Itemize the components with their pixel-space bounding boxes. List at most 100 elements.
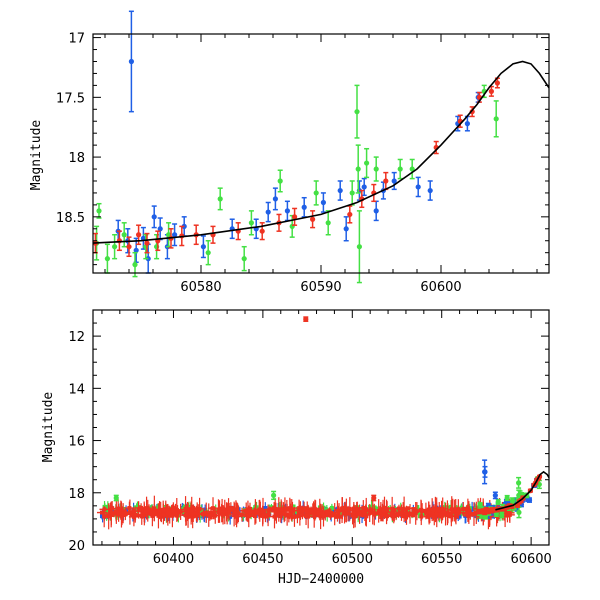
bottom-point-marker — [266, 510, 271, 515]
bottom-point-red — [426, 502, 431, 523]
bottom-point-marker — [362, 511, 367, 516]
bottom-point-green — [329, 503, 334, 512]
bottom-outlier-red — [303, 316, 309, 322]
bottom-point-marker — [108, 508, 113, 513]
top-point-green — [104, 243, 110, 274]
y-tick-label: 17.5 — [56, 91, 85, 106]
bottom-point-marker — [449, 511, 454, 516]
bottom-point-red — [150, 511, 161, 517]
bottom-point-marker — [119, 513, 124, 518]
bottom-point-marker — [337, 514, 342, 519]
bottom-point-red — [378, 499, 389, 522]
bottom-point-red — [204, 502, 209, 523]
bottom-point-marker — [369, 504, 374, 509]
bottom-point-red — [158, 501, 163, 522]
bottom-point-marker — [396, 511, 401, 516]
bottom-outlier-blue-marker — [492, 492, 498, 498]
bottom-point-marker — [102, 507, 107, 512]
top-point-blue-marker — [301, 204, 307, 210]
bottom-point-marker — [507, 510, 512, 515]
bottom-point-marker — [156, 513, 161, 518]
bottom-point-marker — [312, 508, 317, 513]
top-point-blue — [253, 218, 259, 240]
bottom-point-marker — [378, 510, 383, 515]
bottom-point-marker — [344, 508, 349, 513]
top-point-green-marker — [104, 256, 110, 262]
bottom-outlier-red — [371, 494, 377, 502]
bottom-point-marker — [114, 509, 119, 514]
top-point-blue-marker — [464, 121, 470, 127]
bottom-point-marker — [402, 507, 407, 512]
x-tick-label: 60590 — [300, 280, 341, 295]
bottom-point-red — [130, 506, 141, 523]
bottom-point-marker — [118, 508, 123, 513]
bottom-point-marker — [216, 509, 221, 514]
bottom-point-red — [454, 509, 459, 521]
bottom-point-red — [465, 498, 470, 522]
bottom-point-marker — [464, 511, 469, 516]
bottom-point-red — [423, 514, 434, 520]
x-tick-label: 60600 — [510, 552, 551, 567]
top-point-green — [355, 144, 361, 194]
bottom-point-marker — [306, 514, 311, 519]
bottom-point-marker — [264, 512, 269, 517]
top-point-green-marker — [132, 262, 138, 268]
bottom-outlier-red-marker — [371, 495, 377, 501]
top-point-green-marker — [241, 256, 247, 262]
top-point-red — [310, 210, 316, 229]
bottom-point-marker — [399, 510, 404, 515]
bottom-point-marker — [457, 510, 462, 515]
bottom-point-marker — [450, 508, 455, 513]
bottom-point-marker — [201, 511, 206, 516]
bottom-point-red — [221, 506, 226, 511]
top-point-green — [325, 210, 331, 236]
bottom-outlier-blue — [482, 459, 488, 485]
top-point-red-marker — [292, 214, 298, 220]
bottom-rise-point-green-marker — [504, 495, 510, 501]
bottom-point-marker — [298, 508, 303, 513]
bottom-point-marker — [173, 511, 178, 516]
bottom-point-marker — [246, 514, 251, 519]
bottom-point-marker — [240, 512, 245, 517]
top-point-green-marker — [112, 244, 118, 250]
bottom-point-marker — [347, 506, 352, 511]
bottom-point-red — [437, 497, 448, 520]
bottom-point-marker — [316, 510, 321, 515]
top-point-blue — [373, 200, 379, 222]
bottom-point-red — [233, 500, 238, 526]
top-point-green — [364, 147, 370, 179]
bottom-point-red — [389, 510, 394, 518]
bottom-point-marker — [304, 509, 309, 514]
bottom-point-red — [372, 503, 377, 526]
bottom-point-marker — [396, 506, 401, 511]
bottom-point-marker — [121, 511, 126, 516]
bottom-outlier-blue-marker — [482, 469, 488, 475]
bottom-point-marker — [127, 506, 132, 511]
top-point-green-marker — [217, 196, 223, 202]
bottom-point-marker — [465, 508, 470, 513]
bottom-rise-point-green — [495, 498, 501, 506]
bottom-point-marker — [447, 513, 452, 518]
bottom-rise-point-green-marker — [516, 480, 522, 486]
bottom-x-axis-label: HJD−2400000 — [278, 572, 364, 587]
top-point-green-marker — [325, 220, 331, 226]
top-point-blue-marker — [337, 187, 343, 194]
bottom-point-red — [223, 498, 234, 519]
bottom-point-marker — [143, 509, 148, 514]
bottom-rise-point-green — [499, 511, 505, 519]
bottom-point-marker — [372, 512, 377, 517]
top-point-green-marker — [277, 178, 283, 184]
top-point-blue-marker — [361, 184, 367, 190]
top-y-axis-label: Magnitude — [29, 120, 44, 191]
bottom-point-marker — [471, 512, 476, 517]
bottom-point-marker — [106, 514, 111, 519]
bottom-point-marker — [161, 512, 166, 517]
bottom-point-marker — [263, 505, 268, 510]
bottom-point-red — [207, 511, 212, 521]
bottom-point-marker — [190, 514, 195, 519]
y-tick-label: 14 — [68, 382, 85, 397]
bottom-rise-point-blue-marker — [526, 497, 533, 503]
top-point-red — [371, 183, 377, 203]
bottom-point-marker — [130, 511, 135, 516]
top-point-green — [493, 100, 499, 138]
